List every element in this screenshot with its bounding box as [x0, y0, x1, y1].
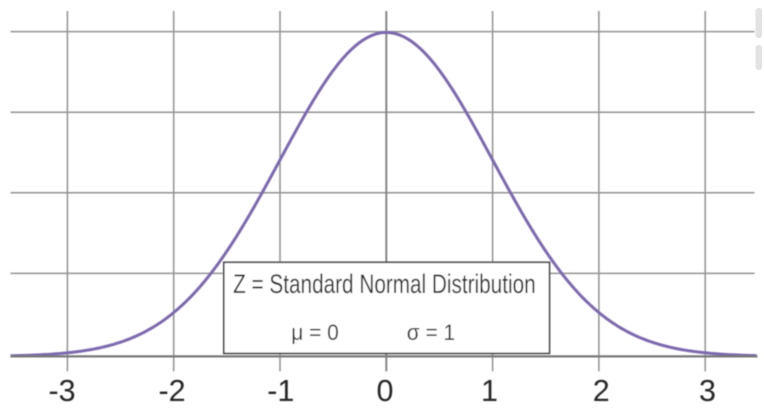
svg-text:Z = Standard Normal Distributi: Z = Standard Normal Distribution	[233, 270, 536, 300]
svg-text:0: 0	[377, 374, 394, 408]
svg-text:-1: -1	[267, 374, 294, 408]
svg-text:1: 1	[481, 374, 498, 408]
svg-text:3: 3	[699, 374, 716, 408]
svg-text:σ = 1: σ = 1	[407, 319, 455, 345]
svg-text:μ = 0: μ = 0	[291, 319, 339, 345]
svg-text:2: 2	[593, 374, 610, 408]
svg-text:-3: -3	[48, 374, 75, 408]
svg-text:-2: -2	[158, 374, 185, 408]
